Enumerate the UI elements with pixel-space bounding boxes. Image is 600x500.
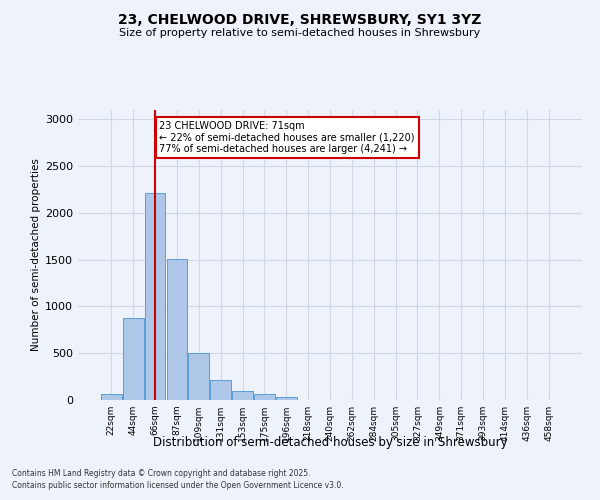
Text: Distribution of semi-detached houses by size in Shrewsbury: Distribution of semi-detached houses by … xyxy=(152,436,508,449)
Bar xyxy=(101,394,122,400)
Bar xyxy=(167,258,187,400)
Bar xyxy=(145,194,166,400)
Text: Contains HM Land Registry data © Crown copyright and database right 2025.: Contains HM Land Registry data © Crown c… xyxy=(12,468,311,477)
Bar xyxy=(276,396,296,400)
Bar xyxy=(254,394,275,400)
Text: 23, CHELWOOD DRIVE, SHREWSBURY, SY1 3YZ: 23, CHELWOOD DRIVE, SHREWSBURY, SY1 3YZ xyxy=(118,12,482,26)
Y-axis label: Number of semi-detached properties: Number of semi-detached properties xyxy=(31,158,41,352)
Bar xyxy=(232,390,253,400)
Text: 23 CHELWOOD DRIVE: 71sqm
← 22% of semi-detached houses are smaller (1,220)
77% o: 23 CHELWOOD DRIVE: 71sqm ← 22% of semi-d… xyxy=(160,121,415,154)
Text: Contains public sector information licensed under the Open Government Licence v3: Contains public sector information licen… xyxy=(12,481,344,490)
Bar xyxy=(210,380,231,400)
Bar xyxy=(188,353,209,400)
Bar xyxy=(123,318,143,400)
Text: Size of property relative to semi-detached houses in Shrewsbury: Size of property relative to semi-detach… xyxy=(119,28,481,38)
